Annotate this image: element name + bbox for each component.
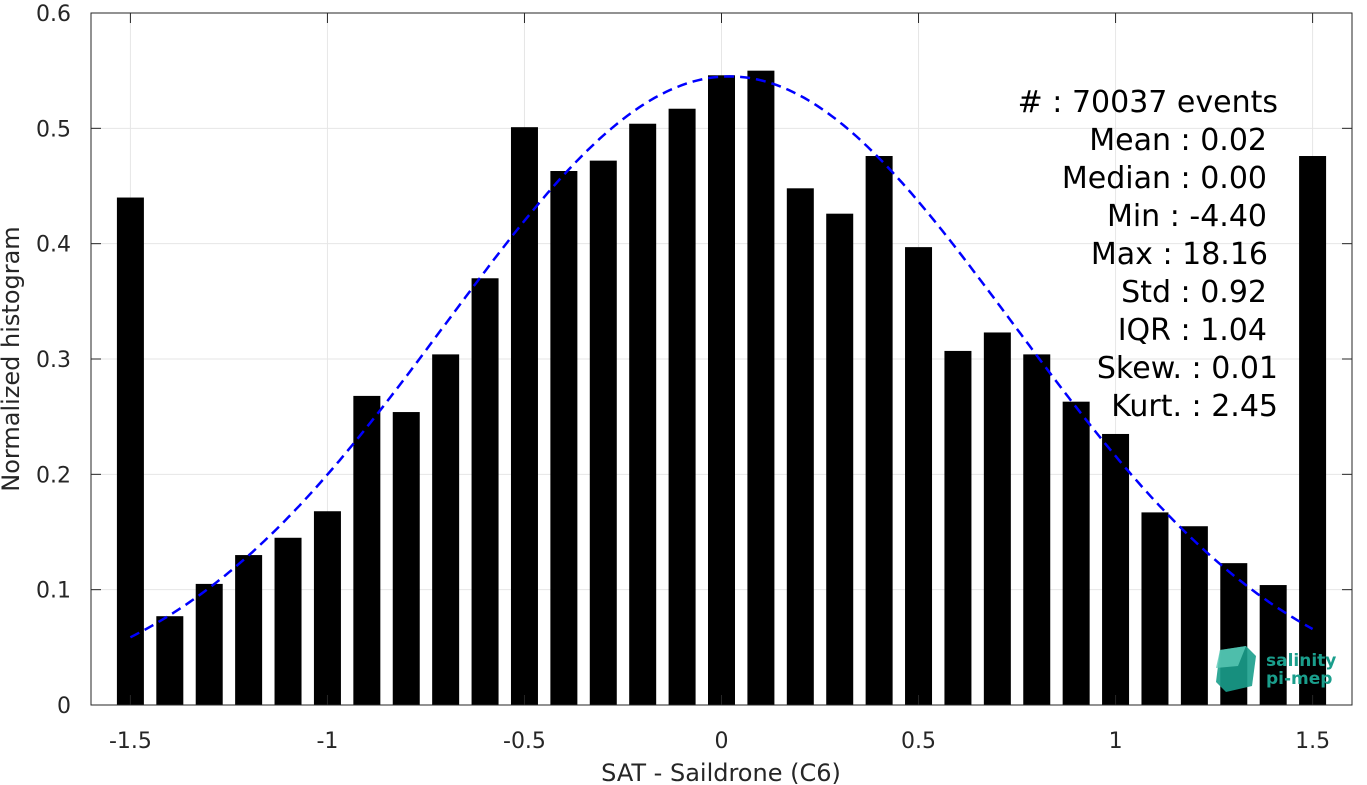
stat-line: Skew. : 0.01 (1097, 351, 1278, 386)
histogram-bar (274, 537, 302, 705)
ticks-layer (91, 12, 1352, 706)
stat-line: IQR : 1.04 (1118, 313, 1267, 348)
fit-curve-layer (129, 75, 1314, 639)
histogram-bar (668, 108, 696, 705)
x-tick-label: 1.5 (1295, 729, 1330, 754)
x-axis-title: SAT - Saildrone (C6) (601, 759, 841, 785)
logo-line2: pi-mep (1266, 669, 1332, 689)
stat-line: Kurt. : 2.45 (1111, 389, 1278, 424)
histogram-bar (747, 70, 775, 705)
histogram-bar (905, 247, 933, 706)
histogram-bar (1102, 433, 1130, 705)
histogram-bar (195, 583, 223, 705)
bars-layer (116, 70, 1327, 706)
histogram-bar (786, 188, 814, 706)
y-tick-label: 0.1 (36, 579, 71, 604)
histogram-bar (392, 412, 420, 705)
stat-line: # : 70037 events (1018, 85, 1278, 120)
histogram-bar (944, 350, 972, 705)
histogram-bar (629, 123, 657, 706)
histogram-bar (235, 555, 263, 705)
histogram-bar (432, 354, 460, 705)
x-tick-label: 1 (1109, 729, 1123, 754)
histogram-bar (589, 160, 617, 706)
histogram-bar (550, 171, 578, 706)
salinity-pi-mep-logo: salinity pi-mep (1216, 646, 1336, 692)
histogram-bar (1180, 526, 1208, 705)
histogram-bar (865, 156, 893, 706)
histogram-bar (983, 332, 1011, 705)
x-tick-label: 0.5 (901, 729, 936, 754)
histogram-bar (313, 511, 341, 705)
histogram-bar (826, 213, 854, 705)
histogram-bar (353, 395, 381, 705)
histogram-bar (1023, 354, 1051, 705)
y-tick-label: 0.2 (36, 463, 71, 488)
gaussian-fit-line (129, 75, 1314, 639)
histogram-bar (1299, 156, 1327, 706)
y-tick-label: 0.5 (36, 117, 71, 142)
histogram-bar (1062, 401, 1090, 705)
histogram-bar (1259, 585, 1287, 705)
x-tick-label: -0.5 (503, 729, 546, 754)
stat-line: Mean : 0.02 (1089, 123, 1267, 158)
histogram-bar (471, 278, 499, 705)
x-tick-label: 0 (715, 729, 729, 754)
stat-line: Median : 0.00 (1062, 161, 1267, 196)
x-tick-labels: -1.5 -1 -0.5 0 0.5 1 1.5 (109, 729, 1330, 754)
y-tick-label: 0 (57, 694, 71, 719)
stat-line: Std : 0.92 (1121, 275, 1267, 310)
histogram-bar (156, 616, 184, 705)
y-axis-title: Normalized histogram (0, 226, 25, 491)
logo-cube-facet (1216, 646, 1246, 668)
histogram-bar (510, 127, 538, 706)
stat-line: Max : 18.16 (1091, 237, 1268, 272)
y-tick-label: 0.3 (36, 348, 71, 373)
y-tick-label: 0.4 (36, 233, 71, 258)
logo-line1: salinity (1266, 651, 1336, 671)
stat-line: Min : -4.40 (1107, 199, 1267, 234)
x-tick-label: -1.5 (109, 729, 152, 754)
histogram-bar (116, 197, 144, 706)
histogram-bar (1141, 512, 1169, 705)
histogram-bar (708, 75, 735, 705)
y-tick-labels: 0 0.1 0.2 0.3 0.4 0.5 0.6 (36, 2, 71, 719)
y-tick-label: 0.6 (36, 2, 71, 27)
x-tick-label: -1 (316, 729, 338, 754)
